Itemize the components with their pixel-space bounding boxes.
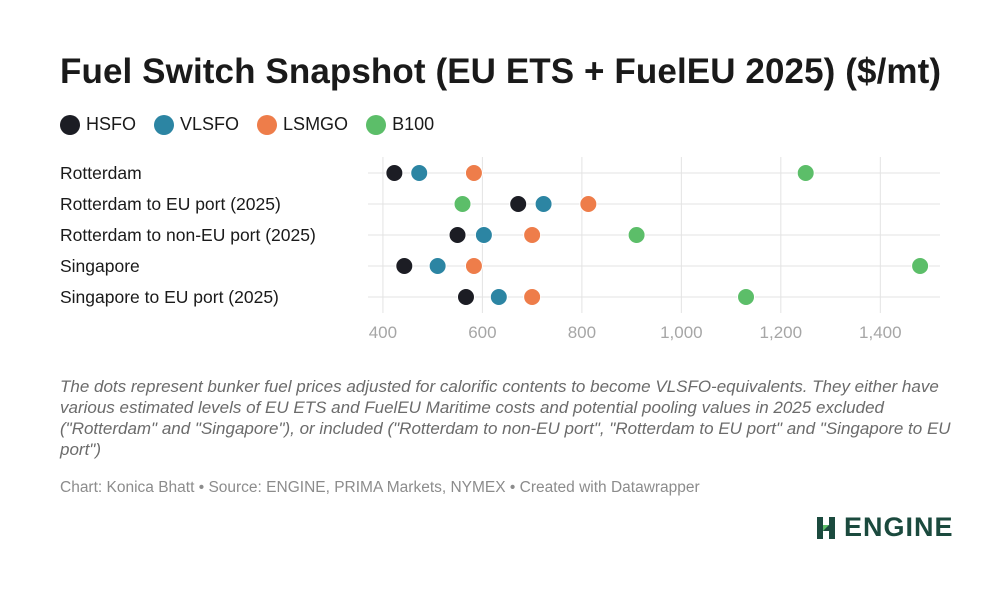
x-tick-label: 1,400 — [859, 323, 902, 342]
legend-item-vlsfo: VLSFO — [154, 114, 239, 135]
legend-swatch-vlsfo — [154, 114, 175, 135]
legend-swatch-hsfo — [60, 114, 80, 135]
chart-legend: HSFO VLSFO LSMGO B100 — [60, 114, 452, 135]
dot-vlsfo — [410, 164, 429, 182]
dot-vlsfo — [428, 257, 447, 275]
x-tick-label: 1,200 — [760, 323, 803, 342]
x-tick-label: 400 — [369, 323, 397, 342]
legend-item-b100: B100 — [366, 114, 434, 135]
dot-b100 — [911, 257, 930, 275]
dot-lsmgo — [464, 257, 483, 275]
dot-hsfo — [385, 164, 404, 182]
legend-item-hsfo: HSFO — [60, 114, 136, 135]
dot-plot-chart: Rotterdam Rotterdam to EU port (2025) Rott… — [60, 157, 940, 342]
legend-swatch-b100 — [366, 114, 387, 135]
dot-hsfo — [448, 226, 467, 244]
dot-b100 — [453, 195, 472, 213]
x-tick-label: 800 — [568, 323, 596, 342]
engine-logo: ENGINE — [814, 512, 954, 543]
dot-lsmgo — [464, 164, 483, 182]
x-tick-label: 600 — [468, 323, 496, 342]
dot-vlsfo — [534, 195, 553, 213]
dot-b100 — [737, 288, 756, 306]
dot-lsmgo — [579, 195, 598, 213]
dot-vlsfo — [474, 226, 493, 244]
legend-label-lsmgo: LSMGO — [283, 114, 349, 134]
dot-hsfo — [509, 195, 528, 213]
x-axis-tick-labels: 400 600 800 1,000 1,200 1,400 — [369, 323, 902, 342]
dot-b100 — [627, 226, 646, 244]
category-label: Singapore to EU port (2025) — [60, 287, 279, 307]
dot-lsmgo — [523, 226, 542, 244]
dot-b100 — [796, 164, 815, 182]
legend-swatch-lsmgo — [257, 114, 278, 135]
category-labels: Rotterdam Rotterdam to EU port (2025) Rott… — [60, 163, 316, 307]
dot-vlsfo — [489, 288, 508, 306]
chart-source: Chart: Konica Bhatt • Source: ENGINE, PR… — [60, 479, 700, 496]
legend-item-lsmgo: LSMGO — [257, 114, 348, 135]
legend-label-b100: B100 — [392, 114, 435, 134]
category-label: Rotterdam — [60, 163, 142, 183]
legend-label-vlsfo: VLSFO — [180, 114, 240, 134]
dot-hsfo — [456, 288, 475, 306]
dot-hsfo — [395, 257, 414, 275]
legend-label-hsfo: HSFO — [86, 114, 137, 134]
category-label: Rotterdam to EU port (2025) — [60, 194, 281, 214]
chart-footnote: The dots represent bunker fuel prices ad… — [60, 377, 951, 459]
x-tick-label: 1,000 — [660, 323, 703, 342]
engine-logo-icon — [817, 516, 835, 539]
engine-logo-text: ENGINE — [844, 512, 954, 542]
category-label: Singapore — [60, 256, 140, 276]
category-label: Rotterdam to non-EU port (2025) — [60, 225, 316, 245]
chart-dots — [385, 164, 930, 306]
dot-lsmgo — [523, 288, 542, 306]
chart-title: Fuel Switch Snapshot (EU ETS + FuelEU 20… — [60, 52, 942, 91]
